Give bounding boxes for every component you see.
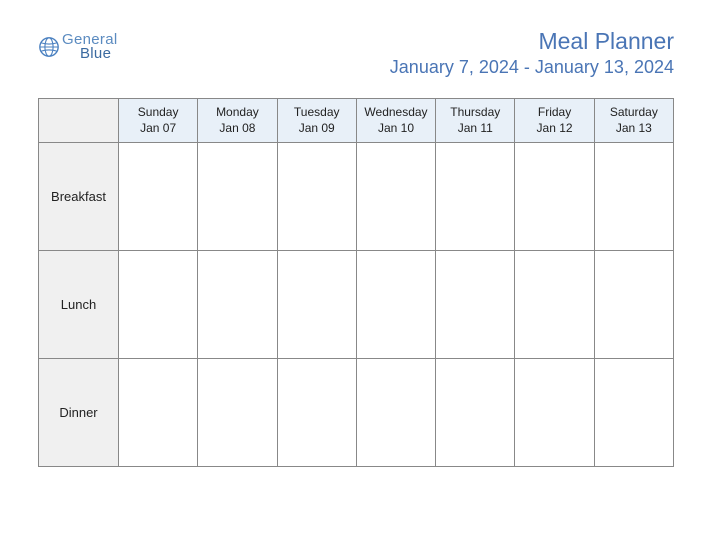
- meal-slot[interactable]: [594, 143, 673, 251]
- day-header: Thursday Jan 11: [436, 99, 515, 143]
- day-date: Jan 12: [517, 121, 591, 137]
- meal-slot[interactable]: [436, 143, 515, 251]
- day-of-week: Thursday: [438, 105, 512, 121]
- meal-slot[interactable]: [356, 359, 435, 467]
- meal-slot[interactable]: [198, 359, 277, 467]
- meal-slot[interactable]: [594, 359, 673, 467]
- meal-label: Breakfast: [39, 143, 119, 251]
- meal-slot[interactable]: [515, 251, 594, 359]
- meal-row: Dinner: [39, 359, 674, 467]
- brand-word-2: Blue: [80, 46, 117, 61]
- meal-slot[interactable]: [119, 143, 198, 251]
- day-header: Sunday Jan 07: [119, 99, 198, 143]
- corner-cell: [39, 99, 119, 143]
- meal-row: Breakfast: [39, 143, 674, 251]
- meal-slot[interactable]: [119, 251, 198, 359]
- day-date: Jan 11: [438, 121, 512, 137]
- page: General Blue Meal Planner January 7, 202…: [0, 0, 712, 467]
- day-header: Wednesday Jan 10: [356, 99, 435, 143]
- meal-slot[interactable]: [356, 143, 435, 251]
- meal-slot[interactable]: [436, 251, 515, 359]
- brand-text: General Blue: [62, 32, 117, 61]
- day-of-week: Saturday: [597, 105, 671, 121]
- meal-slot[interactable]: [198, 251, 277, 359]
- day-header: Friday Jan 12: [515, 99, 594, 143]
- day-date: Jan 13: [597, 121, 671, 137]
- date-range: January 7, 2024 - January 13, 2024: [390, 57, 674, 78]
- meal-slot[interactable]: [277, 359, 356, 467]
- header-row: Sunday Jan 07 Monday Jan 08 Tuesday Jan …: [39, 99, 674, 143]
- meal-planner-table: Sunday Jan 07 Monday Jan 08 Tuesday Jan …: [38, 98, 674, 467]
- globe-icon: [38, 36, 60, 58]
- header: General Blue Meal Planner January 7, 202…: [38, 28, 674, 78]
- meal-slot[interactable]: [356, 251, 435, 359]
- meal-slot[interactable]: [594, 251, 673, 359]
- day-date: Jan 08: [200, 121, 274, 137]
- meal-slot[interactable]: [277, 251, 356, 359]
- day-of-week: Wednesday: [359, 105, 433, 121]
- day-of-week: Friday: [517, 105, 591, 121]
- meal-label: Lunch: [39, 251, 119, 359]
- meal-slot[interactable]: [198, 143, 277, 251]
- day-date: Jan 07: [121, 121, 195, 137]
- title-block: Meal Planner January 7, 2024 - January 1…: [390, 28, 674, 78]
- day-of-week: Sunday: [121, 105, 195, 121]
- meal-slot[interactable]: [515, 143, 594, 251]
- day-header: Saturday Jan 13: [594, 99, 673, 143]
- meal-slot[interactable]: [436, 359, 515, 467]
- meal-row: Lunch: [39, 251, 674, 359]
- meal-label: Dinner: [39, 359, 119, 467]
- day-header: Monday Jan 08: [198, 99, 277, 143]
- meal-slot[interactable]: [119, 359, 198, 467]
- page-title: Meal Planner: [390, 28, 674, 55]
- day-of-week: Monday: [200, 105, 274, 121]
- day-header: Tuesday Jan 09: [277, 99, 356, 143]
- brand-logo: General Blue: [38, 28, 117, 61]
- day-date: Jan 10: [359, 121, 433, 137]
- meal-slot[interactable]: [277, 143, 356, 251]
- meal-slot[interactable]: [515, 359, 594, 467]
- day-of-week: Tuesday: [280, 105, 354, 121]
- day-date: Jan 09: [280, 121, 354, 137]
